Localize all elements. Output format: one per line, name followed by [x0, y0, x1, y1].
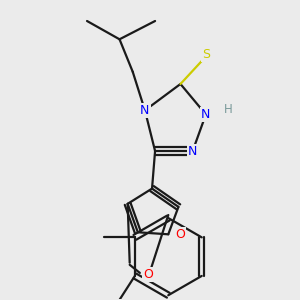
Text: N: N	[201, 108, 211, 121]
Text: O: O	[176, 228, 185, 241]
Text: H: H	[224, 103, 233, 116]
Text: S: S	[202, 48, 210, 61]
Text: N: N	[188, 145, 197, 158]
Text: O: O	[143, 268, 153, 281]
Text: N: N	[140, 104, 150, 117]
